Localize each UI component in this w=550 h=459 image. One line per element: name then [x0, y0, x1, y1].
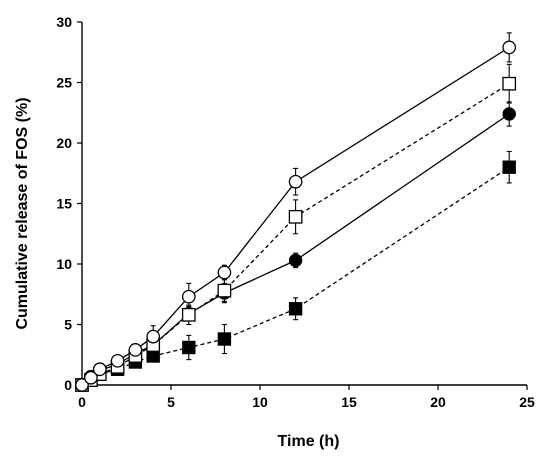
- x-tick-label: 20: [430, 394, 446, 410]
- x-axis-title: Time (h): [278, 433, 340, 450]
- y-tick-label: 25: [56, 75, 72, 91]
- data-point-open-square: [502, 76, 517, 91]
- data-point-filled-circle: [288, 253, 303, 268]
- x-tick-label: 0: [78, 394, 86, 410]
- y-tick-label: 0: [64, 377, 72, 393]
- y-tick-label: 30: [56, 14, 72, 30]
- x-tick-label: 10: [252, 394, 268, 410]
- data-point-open-circle: [128, 343, 143, 357]
- data-point-open-circle: [92, 362, 107, 377]
- y-axis-title: Cumulative release of FOS (%): [14, 97, 31, 329]
- series-line-2: [81, 83, 510, 386]
- y-tick-label: 5: [64, 317, 72, 333]
- data-point-open-square: [217, 283, 232, 298]
- data-point-open-circle: [217, 265, 232, 280]
- data-point-open-circle: [75, 378, 89, 392]
- y-tick-label: 10: [56, 256, 72, 272]
- data-point-filled-square: [182, 340, 196, 355]
- data-point-open-square: [288, 209, 303, 224]
- y-tick-label: 20: [56, 135, 72, 151]
- data-point-open-circle: [502, 40, 517, 55]
- plot-area: [75, 32, 517, 392]
- data-point-filled-square: [217, 332, 232, 346]
- data-point-open-square: [181, 307, 196, 322]
- x-tick-label: 5: [167, 394, 175, 410]
- chart-axes: 0 5 10 15 20 25 30 0 5 10 15 20 25: [56, 14, 535, 410]
- data-point-open-circle: [84, 370, 98, 385]
- x-tick-label: 15: [341, 394, 357, 410]
- data-point-open-circle: [288, 174, 303, 189]
- data-point-open-circle: [110, 353, 125, 368]
- data-point-filled-square: [502, 160, 516, 174]
- y-tick-label: 15: [56, 196, 72, 212]
- data-point-filled-square: [288, 302, 303, 316]
- series-line-3: [81, 113, 510, 386]
- data-point-open-circle: [181, 289, 196, 304]
- data-point-filled-circle: [502, 107, 516, 121]
- x-tick-label: 25: [519, 394, 535, 410]
- data-point-open-circle: [146, 329, 161, 344]
